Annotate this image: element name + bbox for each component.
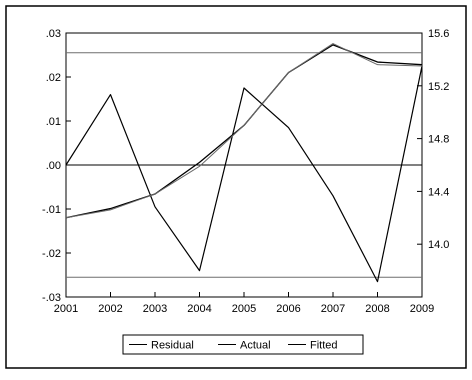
x-tick-label-4: 2005 [232, 303, 256, 315]
legend-label-residual: Residual [151, 340, 194, 352]
x-axis: 2001 2002 2003 2004 2005 2006 2007 2008 2009 [54, 292, 434, 315]
left-tick-label-0: -.03 [42, 292, 61, 304]
left-tick-label-1: -.02 [42, 248, 61, 260]
left-tick-label-5: .02 [46, 72, 61, 84]
legend: Residual Actual Fitted [122, 334, 364, 355]
right-tick-label-1: 14.4 [428, 186, 449, 198]
x-tick-label-6: 2007 [321, 303, 345, 315]
legend-label-fitted: Fitted [310, 340, 338, 352]
x-tick-label-2: 2003 [143, 303, 167, 315]
right-axis: 14.0 14.4 14.8 15.2 15.6 [417, 28, 449, 251]
figure-border [5, 5, 467, 369]
x-tick-label-8: 2009 [410, 303, 434, 315]
residual-band-lines [66, 52, 422, 278]
left-tick-label-6: .03 [46, 28, 61, 40]
left-tick-label-3: .00 [46, 160, 61, 172]
legend-box [122, 334, 364, 355]
x-tick-label-1: 2002 [98, 303, 122, 315]
series-line-residual [65, 65, 423, 283]
x-tick-label-0: 2001 [54, 303, 78, 315]
x-tick-label-5: 2006 [276, 303, 300, 315]
x-tick-label-7: 2008 [365, 303, 389, 315]
series-line-fitted [65, 43, 423, 219]
left-tick-label-2: -.01 [42, 204, 61, 216]
right-tick-label-0: 14.0 [428, 239, 449, 251]
left-tick-label-4: .01 [46, 116, 61, 128]
legend-label-actual: Actual [240, 340, 271, 352]
left-axis: -.03 -.02 -.01 .00 .01 .02 .03 [42, 28, 71, 304]
x-tick-label-3: 2004 [187, 303, 211, 315]
right-tick-label-2: 14.8 [428, 134, 449, 146]
right-tick-label-3: 15.2 [428, 81, 449, 93]
series-layer [65, 43, 423, 283]
right-tick-label-4: 15.6 [428, 28, 449, 40]
